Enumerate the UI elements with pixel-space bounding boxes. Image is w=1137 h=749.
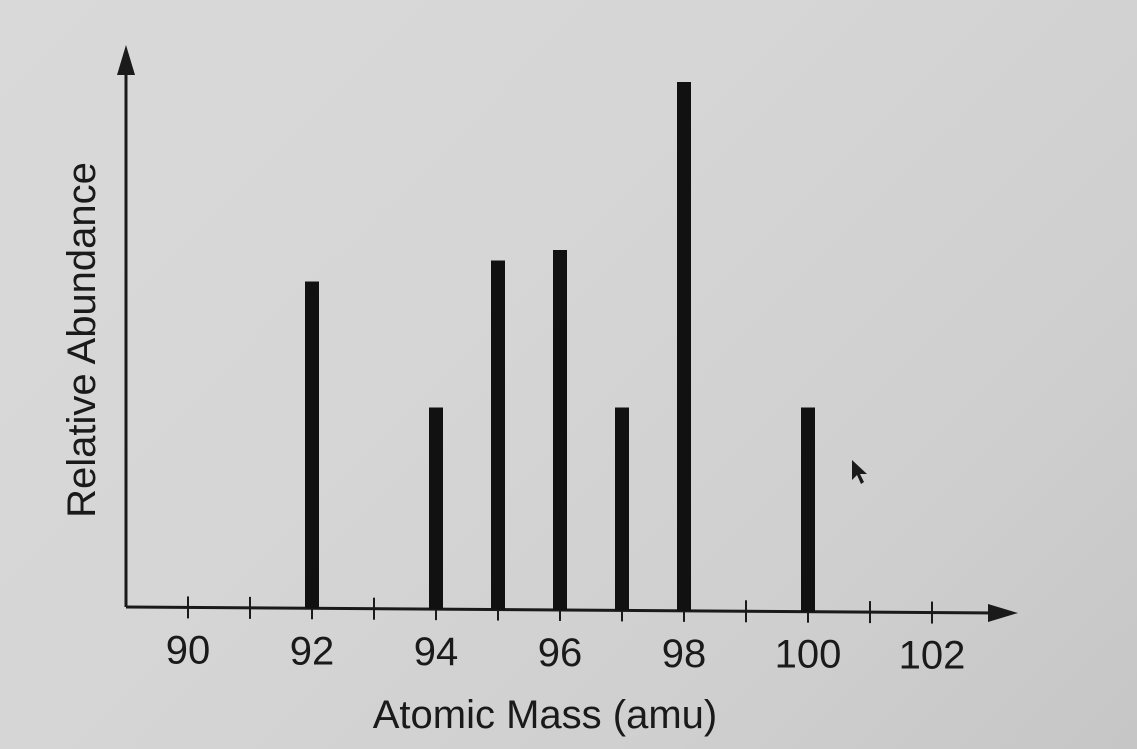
chart-axes <box>117 45 1018 622</box>
bar-mass-97 <box>615 407 629 611</box>
x-tick-label-90: 90 <box>166 628 211 672</box>
x-tick-label-100: 100 <box>775 633 842 677</box>
chart-bars <box>305 82 815 612</box>
bar-mass-92 <box>305 281 319 609</box>
bar-mass-96 <box>553 250 567 610</box>
y-axis-arrow-icon <box>117 45 135 75</box>
x-tick-label-96: 96 <box>538 631 583 675</box>
bar-mass-100 <box>801 407 815 612</box>
bar-mass-98 <box>677 82 691 611</box>
x-tick-label-98: 98 <box>662 632 707 676</box>
x-tick-label-92: 92 <box>290 629 335 673</box>
x-axis-arrow-icon <box>988 604 1018 622</box>
y-axis-title: Relative Abundance <box>60 162 104 518</box>
x-axis-tick-labels: 90 92 94 96 98 100 102 <box>166 628 966 677</box>
x-tick-label-102: 102 <box>899 634 966 678</box>
x-axis-title: Atomic Mass (amu) <box>373 693 718 737</box>
bar-mass-95 <box>491 260 505 610</box>
x-tick-label-94: 94 <box>414 630 459 674</box>
x-axis-line <box>125 605 999 615</box>
bar-mass-94 <box>429 407 443 610</box>
mouse-cursor-icon <box>852 460 867 484</box>
